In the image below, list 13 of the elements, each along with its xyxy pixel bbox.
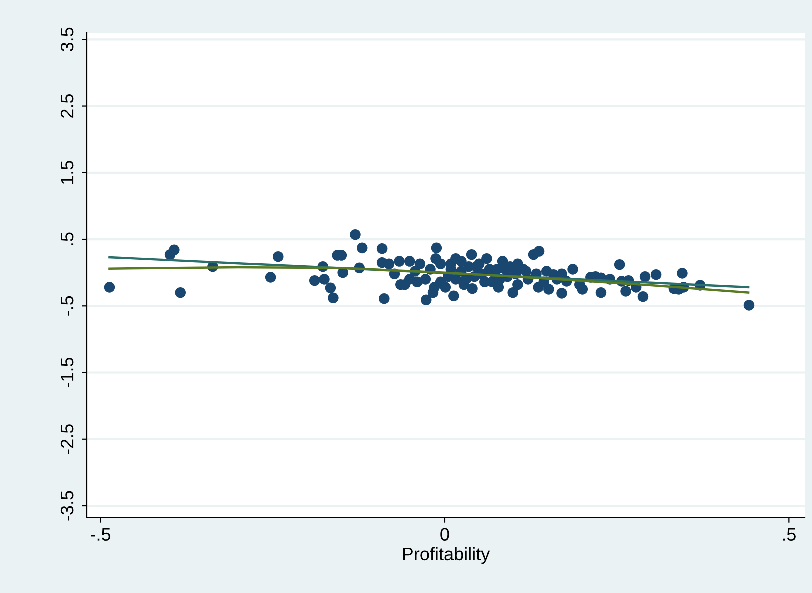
y-tick-label: 2.5 xyxy=(60,94,74,118)
line-series xyxy=(108,266,750,294)
y-tick-label: .5 xyxy=(61,232,74,246)
y-tick-label: 3.5 xyxy=(60,28,74,52)
y-tick-label: 1.5 xyxy=(61,161,74,184)
y-tick-label: -.5 xyxy=(61,296,74,316)
x-tick-label: .5 xyxy=(783,528,796,541)
y-tick-label: -3.5 xyxy=(60,491,74,521)
x-axis-title: Profitability xyxy=(403,547,490,564)
x-tick-label: 0 xyxy=(440,528,450,541)
y-tick-label: -2.5 xyxy=(60,424,74,454)
y-tick-label: -1.5 xyxy=(61,358,74,388)
x-tick-label: -.5 xyxy=(91,528,111,541)
